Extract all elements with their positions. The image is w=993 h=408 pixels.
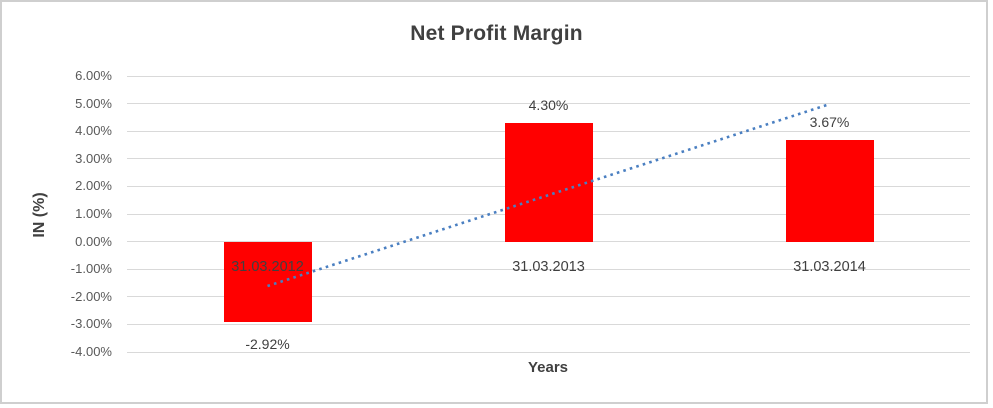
bar-31.03.2013	[504, 122, 593, 242]
chart-title: Net Profit Margin	[410, 22, 583, 45]
y-tick-label: 5.00%	[75, 95, 112, 111]
data-label: 3.67%	[809, 114, 850, 131]
gridline	[127, 351, 970, 353]
y-tick-label: 4.00%	[75, 123, 112, 139]
bar-31.03.2014	[785, 140, 874, 242]
y-tick-label: 1.00%	[75, 206, 112, 221]
y-tick-label: 0.00%	[75, 233, 112, 249]
y-tick-label: -3.00%	[70, 316, 112, 332]
category-label: 31.03.2013	[512, 258, 585, 275]
gridline	[127, 296, 970, 298]
category-label: 31.03.2014	[793, 258, 866, 275]
y-tick-label: -1.00%	[70, 261, 112, 277]
data-label: 4.30%	[528, 96, 569, 113]
y-tick-label: -2.00%	[70, 288, 112, 304]
gridline	[127, 323, 970, 325]
x-axis-title: Years	[527, 359, 569, 376]
y-tick-label: 6.00%	[75, 68, 112, 83]
category-label: 31.03.2012	[231, 258, 304, 275]
data-label: -2.92%	[245, 336, 290, 353]
y-tick-label: -4.00%	[70, 344, 112, 359]
gridline	[127, 75, 970, 77]
y-tick-label: 2.00%	[75, 178, 112, 194]
y-tick-label: 3.00%	[75, 150, 112, 166]
bar-31.03.2012	[223, 241, 312, 323]
